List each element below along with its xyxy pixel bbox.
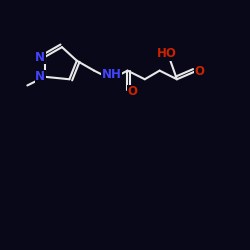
Text: O: O xyxy=(194,65,204,78)
Text: O: O xyxy=(128,85,138,98)
Text: NH: NH xyxy=(102,68,121,81)
Text: N: N xyxy=(35,50,45,64)
Text: N: N xyxy=(35,70,45,83)
Text: HO: HO xyxy=(157,47,177,60)
